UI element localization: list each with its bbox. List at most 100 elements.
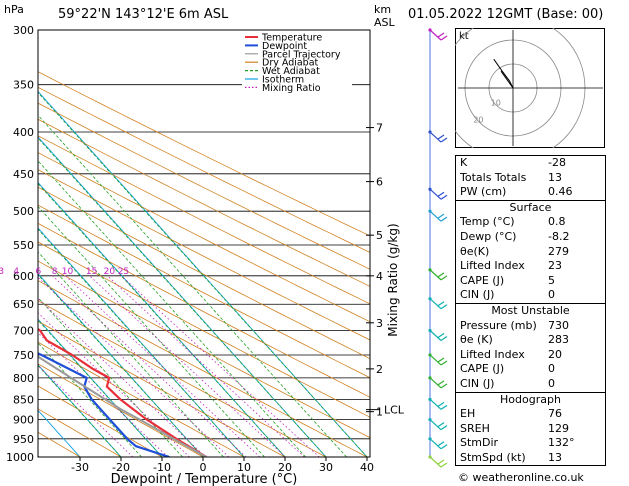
isotherm-line — [38, 227, 245, 457]
index-value: 0 — [548, 376, 555, 390]
lcl-label: LCL — [384, 404, 405, 417]
index-name: SREH — [460, 421, 490, 435]
pressure-tick-label: 700 — [13, 325, 34, 338]
most-unstable-section-title: Most Unstable — [456, 302, 605, 319]
index-value: 20 — [548, 347, 562, 361]
wind-barb — [428, 455, 448, 468]
wind-barb — [428, 268, 448, 281]
legend-label: Isotherm — [262, 75, 304, 86]
index-name: Pressure (mb) — [460, 318, 537, 332]
index-value: 730 — [548, 318, 569, 332]
index-row: θe(K) 279 — [456, 245, 605, 260]
mixing-ratio-label: 6 — [35, 267, 41, 277]
hodograph-ring-label: 20 — [473, 116, 483, 125]
index-value: 283 — [548, 333, 569, 347]
mixing-ratio-line — [107, 275, 305, 457]
mixing-ratio-label: 4 — [13, 267, 19, 277]
legend-label: Dry Adiabat — [262, 58, 319, 69]
wind-barb — [428, 437, 448, 450]
dry-adiabat-line — [38, 204, 370, 379]
hodograph-unit-label: kt — [459, 31, 469, 42]
legend-label: Parcel Trajectory — [262, 49, 341, 60]
index-value: -8.2 — [548, 229, 570, 243]
mixing-ratio-label: 10 — [62, 267, 74, 277]
pressure-tick-label: 500 — [13, 205, 34, 218]
dry-adiabat-line — [38, 152, 370, 323]
km-tick-label: 7 — [376, 122, 383, 135]
index-value: 13 — [548, 170, 562, 184]
index-name: K — [460, 156, 468, 169]
index-name: θe(K) — [460, 244, 490, 258]
index-value: 279 — [548, 244, 569, 258]
index-value: 5 — [548, 273, 555, 287]
dry-adiabat-line — [38, 341, 245, 457]
wet-adiabat-line — [38, 183, 286, 457]
hodograph-panel: kt 10 20 — [455, 28, 605, 148]
hodograph-ring-label: 10 — [491, 98, 501, 107]
index-name: StmDir — [460, 436, 499, 450]
pressure-tick-label: 450 — [13, 168, 34, 181]
datetime-label: 01.05.2022 12GMT (Base: 00) — [408, 7, 604, 22]
mixing-ratio-label: 25 — [118, 267, 129, 277]
dry-adiabat-line — [38, 135, 370, 305]
isotherm-line — [38, 136, 327, 457]
wind-barb — [428, 187, 448, 200]
dry-adiabat-line — [38, 320, 286, 457]
temperature-tick-label: -20 — [112, 461, 130, 474]
index-name: Lifted Index — [460, 347, 525, 361]
pressure-tick-label: 850 — [13, 393, 34, 406]
asl-unit-label: ASL — [374, 16, 395, 29]
temperature-tick-label: -30 — [71, 461, 89, 474]
wind-barb — [428, 397, 448, 410]
dry-adiabat-line — [38, 102, 370, 270]
temperature-tick-label: 0 — [200, 461, 207, 474]
index-row: Pressure (mb) 730 — [456, 319, 605, 334]
wind-barb — [428, 418, 448, 431]
index-value: 76 — [548, 407, 562, 421]
pressure-tick-label: 650 — [13, 298, 34, 311]
dry-adiabat-line — [38, 71, 370, 237]
mixing-ratio-line — [65, 275, 261, 457]
pressure-tick-label: 750 — [13, 349, 34, 362]
index-value: 0 — [548, 362, 555, 376]
km-tick-label: 1 — [376, 406, 383, 419]
mixing-ratio-line — [121, 275, 320, 457]
index-row: CIN (J) 0 — [456, 288, 605, 303]
index-row: Temp (°C) 0.8 — [456, 215, 605, 230]
km-tick-label: 6 — [376, 176, 383, 189]
wet-adiabat-line — [38, 137, 327, 457]
mixing-ratio-line — [38, 297, 206, 457]
pressure-tick-label: 400 — [13, 126, 34, 139]
pressure-tick-label: 950 — [13, 433, 34, 446]
wind-barb — [428, 376, 448, 389]
location-label: 59°22'N 143°12'E 6m ASL — [58, 7, 229, 22]
index-row: Lifted Index 23 — [456, 259, 605, 274]
legend-label: Dewpoint — [262, 41, 307, 52]
index-name: Dewp (°C) — [460, 229, 517, 243]
footer-credit: © weatheronline.co.uk — [458, 471, 584, 484]
index-name: θe (K) — [460, 333, 493, 347]
temperature-tick-label: -10 — [153, 461, 171, 474]
x-axis-title: Dewpoint / Temperature (°C) — [111, 472, 298, 486]
hodograph-trace — [493, 58, 514, 89]
index-value: 132° — [548, 436, 575, 450]
wet-adiabat-line — [38, 228, 245, 457]
wind-barb — [428, 353, 448, 366]
km-tick-label: 2 — [376, 363, 383, 376]
wet-adiabat-line — [38, 205, 265, 457]
wind-barb — [428, 209, 448, 222]
km-tick-label: 5 — [376, 229, 383, 242]
dry-adiabat-line — [38, 300, 327, 457]
mixing-ratio-label: 20 — [104, 267, 116, 277]
index-row: K -28 — [456, 156, 605, 171]
storm-motion-arrow — [500, 70, 514, 89]
temperature-tick-label: 10 — [237, 461, 251, 474]
series-parcel-trajectory — [38, 355, 207, 457]
wet-adiabat-line — [38, 274, 204, 457]
wet-adiabat-line — [38, 114, 347, 457]
mixing-ratio-line — [89, 275, 286, 457]
temperature-tick-label: 30 — [319, 461, 333, 474]
index-row: SREH 129 — [456, 422, 605, 437]
pressure-tick-label: 550 — [13, 239, 34, 252]
wind-barb — [428, 130, 448, 143]
